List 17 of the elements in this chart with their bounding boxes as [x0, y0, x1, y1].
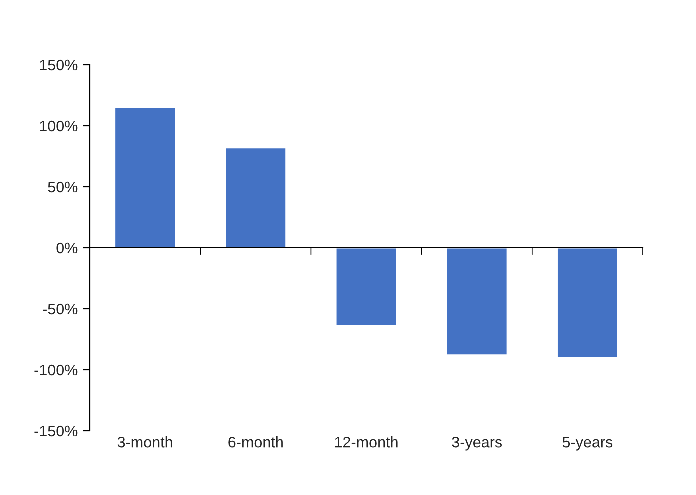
- bar: [335, 247, 398, 327]
- x-tick-label: 12-month: [335, 436, 398, 448]
- y-tick-label: -150%: [34, 426, 78, 437]
- y-tick-label: -100%: [34, 364, 78, 376]
- x-tick-label: 5-years: [562, 437, 613, 451]
- y-tick-label: 150%: [40, 60, 78, 71]
- bar: [446, 247, 508, 356]
- y-tick-label: 50%: [48, 182, 78, 193]
- x-tick-label: 3-years: [452, 436, 502, 451]
- y-tick-label: 100%: [40, 120, 78, 132]
- x-tick-label: 6-month: [228, 436, 283, 448]
- y-tick-label: -50%: [43, 304, 78, 315]
- bar: [224, 147, 288, 249]
- y-tick-label: 0%: [56, 242, 78, 254]
- bar: [556, 247, 619, 358]
- bar: [114, 107, 176, 249]
- x-tick-label: 3-month: [118, 436, 172, 448]
